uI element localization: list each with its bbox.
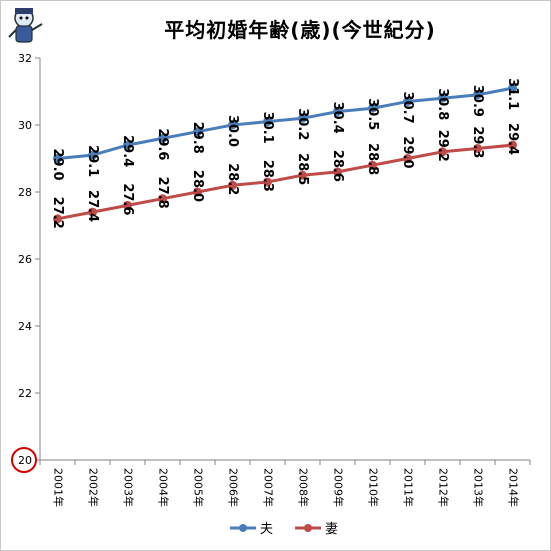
legend-swatch-wife [295, 523, 322, 532]
data-label: 30.8 [435, 88, 450, 120]
data-point [123, 140, 132, 150]
legend-item-husband: 夫 [230, 518, 273, 537]
x-tick-label: 2011年 [402, 468, 416, 507]
chart-title: 平均初婚年齢(歳)(今世紀分) [164, 18, 436, 42]
y-tick-label: 32 [18, 52, 32, 65]
data-point [263, 177, 272, 187]
data-point [88, 207, 97, 217]
y-tick-label: 24 [18, 320, 32, 333]
data-label: 29.4 [505, 123, 520, 155]
data-point [368, 103, 377, 113]
x-tick-label: 2006年 [227, 468, 241, 507]
data-point [298, 170, 307, 180]
y-tick-label: 20 [18, 454, 32, 467]
data-point [368, 160, 377, 170]
data-point [158, 133, 167, 143]
y-tick-label: 30 [18, 119, 32, 132]
y-tick-label: 26 [18, 253, 32, 266]
legend-item-wife: 妻 [295, 518, 338, 537]
y-tick-label: 22 [18, 387, 32, 400]
data-label: 30.0 [225, 115, 240, 147]
x-tick-label: 2007年 [262, 468, 276, 507]
data-point [88, 150, 97, 160]
data-point [473, 90, 482, 100]
series-line-wife [57, 143, 513, 221]
data-point [53, 214, 62, 224]
data-label: 27.2 [50, 197, 65, 229]
legend-label-wife: 妻 [325, 522, 339, 537]
data-label: 28.0 [190, 170, 205, 202]
data-label: 29.2 [435, 130, 450, 162]
data-label: 30.4 [330, 102, 345, 134]
series-line-husband [57, 86, 513, 160]
mascot-icon [8, 8, 43, 43]
data-label: 31.1 [505, 78, 520, 110]
data-label: 29.0 [400, 136, 415, 168]
chart-legend: 夫 妻 [230, 518, 338, 537]
data-point [473, 143, 482, 153]
x-tick-label: 2003年 [122, 468, 136, 507]
data-point [228, 180, 237, 190]
data-point [193, 127, 202, 137]
data-point [228, 120, 237, 130]
x-tick-label: 2008年 [297, 468, 311, 507]
data-label: 27.6 [120, 183, 135, 215]
data-label: 29.3 [470, 126, 485, 158]
x-tick-label: 2013年 [472, 468, 486, 507]
x-tick-label: 2005年 [192, 468, 206, 507]
y-tick-label: 28 [18, 186, 32, 199]
data-point [508, 140, 517, 150]
legend-swatch-husband [230, 523, 256, 532]
data-label: 27.4 [85, 190, 100, 222]
data-label: 30.5 [365, 98, 380, 130]
x-tick-label: 2002年 [87, 468, 101, 507]
data-point [193, 187, 202, 197]
x-tick-label: 2001年 [52, 468, 66, 507]
x-tick-label: 2012年 [437, 468, 451, 507]
x-tick-label: 2004年 [157, 468, 171, 507]
data-point [403, 154, 412, 163]
data-point [438, 147, 447, 157]
x-tick-label: 2014年 [507, 468, 521, 507]
x-tick-label: 2009年 [332, 468, 346, 507]
data-point [298, 113, 307, 123]
x-tick-label: 2010年 [367, 468, 381, 507]
data-label: 28.2 [225, 163, 240, 195]
data-label: 30.1 [260, 112, 275, 144]
data-label: 29.8 [190, 122, 205, 154]
data-point [508, 83, 517, 93]
legend-label-husband: 夫 [260, 522, 274, 537]
data-point [438, 93, 447, 103]
data-label: 28.6 [330, 150, 345, 182]
data-point [158, 194, 167, 204]
data-label: 30.7 [400, 92, 415, 124]
data-label: 27.8 [155, 177, 170, 209]
data-point [333, 107, 342, 117]
data-label: 29.1 [85, 145, 100, 177]
data-label: 28.3 [260, 160, 275, 192]
data-label: 28.5 [295, 153, 310, 185]
data-label: 28.8 [365, 143, 380, 175]
highlight-circle [11, 447, 37, 473]
data-label: 29.4 [120, 135, 135, 167]
data-label: 29.0 [50, 149, 65, 181]
data-point [263, 117, 272, 127]
data-point [53, 154, 62, 163]
data-point [123, 200, 132, 210]
data-label: 29.6 [155, 128, 170, 160]
data-label: 30.2 [295, 108, 310, 140]
data-point [403, 97, 412, 107]
data-point [333, 167, 342, 177]
data-label: 30.9 [470, 85, 485, 117]
